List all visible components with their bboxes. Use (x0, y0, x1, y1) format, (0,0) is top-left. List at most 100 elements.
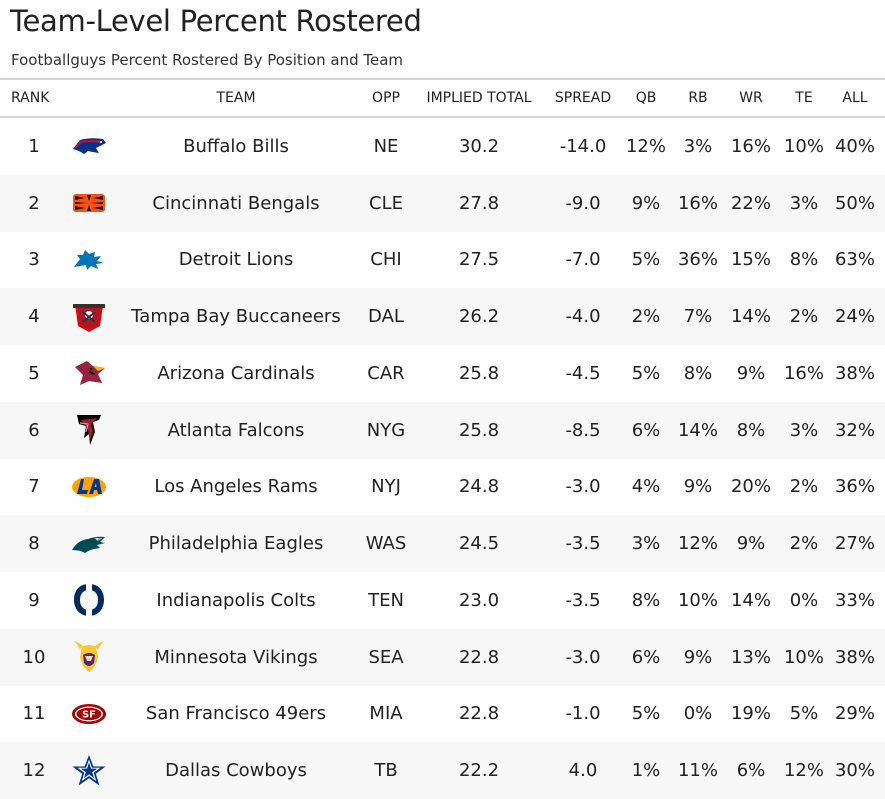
cell-qb-pct: 6% (631, 419, 661, 441)
cell-implied-total: 23.0 (458, 589, 500, 611)
cell-te-pct: 12% (783, 760, 824, 782)
cell-rb-pct: 10% (677, 589, 718, 611)
cell-opponent: TB (374, 760, 398, 782)
cell-te-pct: 3% (789, 192, 819, 214)
cell-te-pct: 10% (783, 135, 824, 157)
cell-implied-total: 24.8 (458, 476, 500, 498)
cell-all-pct: 50% (834, 192, 875, 214)
header-rb[interactable]: RB (688, 90, 708, 106)
cell-te-pct: 5% (789, 703, 819, 725)
cell-wr-pct: 9% (736, 533, 766, 555)
cell-rank: 7 (28, 476, 40, 498)
cell-spread: -1.0 (565, 703, 601, 725)
cell-te-pct: 2% (789, 306, 819, 328)
cell-wr-pct: 13% (730, 646, 771, 668)
table-body: 1 Buffalo Bills NE 30.2 -14.0 12% 3% 16% 10% 40% 2… (0, 118, 885, 799)
cell-team-name: San Francisco 49ers (145, 703, 327, 725)
cell-team-name: Dallas Cowboys (165, 760, 307, 782)
cell-opponent: CAR (367, 362, 405, 384)
cell-qb-pct: 5% (631, 249, 661, 271)
table-row[interactable]: 10 Minnesota Vikings SEA 22.8 -3.0 6% 9% 13% 10%… (0, 628, 885, 686)
minnesota-vikings-logo-icon (68, 629, 110, 686)
table-row[interactable]: 6 Atlanta Falcons NYG 25.8 -8.5 6% 14% 8% 3% 32% (0, 401, 885, 459)
table-row[interactable]: 1 Buffalo Bills NE 30.2 -14.0 12% 3% 16% 10% 40% (0, 118, 885, 175)
cell-rank: 1 (28, 135, 40, 157)
cell-spread: -3.0 (565, 646, 601, 668)
philadelphia-eagles-logo-icon (68, 515, 110, 572)
indianapolis-colts-logo-icon (68, 572, 110, 629)
header-spread[interactable]: SPREAD (554, 90, 612, 106)
cell-implied-total: 26.2 (458, 306, 500, 328)
cell-wr-pct: 19% (730, 703, 771, 725)
header-implied-total[interactable]: IMPLIED TOTAL (426, 90, 532, 106)
tampa-bay-buccaneers-logo-icon (68, 288, 110, 345)
cell-all-pct: 29% (834, 703, 875, 725)
cell-spread: 4.0 (568, 760, 598, 782)
cell-team-name: Buffalo Bills (183, 135, 289, 157)
cell-spread: -3.0 (565, 476, 601, 498)
cell-wr-pct: 16% (730, 135, 771, 157)
table-row[interactable]: 11 San Francisco 49ers MIA 22.8 -1.0 5% 0% 19% 5… (0, 686, 885, 743)
cell-team-name: Indianapolis Colts (156, 589, 316, 611)
cell-team-name: Tampa Bay Buccaneers (131, 306, 341, 328)
cell-wr-pct: 9% (736, 362, 766, 384)
atlanta-falcons-logo-icon (68, 402, 110, 459)
cell-rank: 10 (22, 646, 46, 668)
cell-te-pct: 2% (789, 476, 819, 498)
cell-te-pct: 16% (783, 362, 824, 384)
cell-wr-pct: 22% (730, 192, 771, 214)
cell-all-pct: 38% (834, 362, 875, 384)
header-te[interactable]: TE (795, 90, 813, 106)
cell-qb-pct: 5% (631, 362, 661, 384)
cell-all-pct: 24% (834, 306, 875, 328)
cell-opponent: NYJ (371, 476, 401, 498)
header-qb[interactable]: QB (635, 90, 657, 106)
cell-all-pct: 32% (834, 419, 875, 441)
cell-all-pct: 36% (834, 476, 875, 498)
table-row[interactable]: 2 Cincinnati Bengals CLE 27.8 -9.0 9% 16% 22% 3%… (0, 174, 885, 232)
cell-rb-pct: 3% (683, 135, 713, 157)
cell-rb-pct: 7% (683, 306, 713, 328)
cell-team-name: Atlanta Falcons (167, 419, 305, 441)
cell-qb-pct: 2% (631, 306, 661, 328)
table-row[interactable]: 12 Dallas Cowboys TB 22.2 4.0 1% 11% 6% 12% 30% (0, 742, 885, 799)
cell-all-pct: 30% (834, 760, 875, 782)
cell-qb-pct: 8% (631, 589, 661, 611)
cell-qb-pct: 1% (631, 760, 661, 782)
cell-te-pct: 3% (789, 419, 819, 441)
cell-rb-pct: 9% (683, 476, 713, 498)
cell-implied-total: 22.8 (458, 703, 500, 725)
header-opp[interactable]: OPP (372, 90, 400, 106)
header-rank[interactable]: RANK (11, 90, 50, 106)
cell-te-pct: 8% (789, 249, 819, 271)
cell-wr-pct: 6% (736, 760, 766, 782)
cell-rb-pct: 14% (677, 419, 718, 441)
table-row[interactable]: 8 Philadelphia Eagles WAS 24.5 -3.5 3% 12% 9% 2%… (0, 515, 885, 572)
header-all[interactable]: ALL (842, 90, 868, 106)
los-angeles-rams-logo-icon (68, 459, 110, 516)
rostered-table: RANK TEAM OPP IMPLIED TOTAL SPREAD QB RB… (0, 78, 885, 799)
header-wr[interactable]: WR (739, 90, 763, 106)
cell-all-pct: 38% (834, 646, 875, 668)
buffalo-bills-logo-icon (68, 118, 110, 175)
table-row[interactable]: 4 Tampa Bay Buccaneers DAL 26.2 -4.0 2% 7% 14% 2… (0, 288, 885, 345)
table-header: RANK TEAM OPP IMPLIED TOTAL SPREAD QB RB… (0, 78, 885, 118)
svg-text:SF: SF (82, 709, 96, 720)
cell-spread: -7.0 (565, 249, 601, 271)
cell-spread: -4.0 (565, 306, 601, 328)
cell-wr-pct: 14% (730, 306, 771, 328)
table-row[interactable]: 9 Indianapolis Colts TEN 23.0 -3.5 8% 10% 14% 0%… (0, 572, 885, 629)
cell-all-pct: 40% (834, 135, 875, 157)
cell-implied-total: 25.8 (458, 362, 500, 384)
table-row[interactable]: 3 Detroit Lions CHI 27.5 -7.0 5% 36% 15% 8% 63% (0, 232, 885, 289)
cell-spread: -4.5 (565, 362, 601, 384)
cell-opponent: WAS (365, 533, 407, 555)
cell-rank: 6 (28, 419, 40, 441)
cell-spread: -3.5 (565, 589, 601, 611)
cell-rb-pct: 9% (683, 646, 713, 668)
header-team[interactable]: TEAM (216, 90, 256, 106)
table-row[interactable]: 7 Los Angeles Rams NYJ 24.8 -3.0 4% 9% 20% 2% 36% (0, 459, 885, 516)
cell-implied-total: 22.2 (458, 760, 500, 782)
page-subtitle: Footballguys Percent Rostered By Positio… (11, 51, 404, 69)
table-row[interactable]: 5 Arizona Cardinals CAR 25.8 -4.5 5% 8% 9% 16% 38… (0, 345, 885, 402)
